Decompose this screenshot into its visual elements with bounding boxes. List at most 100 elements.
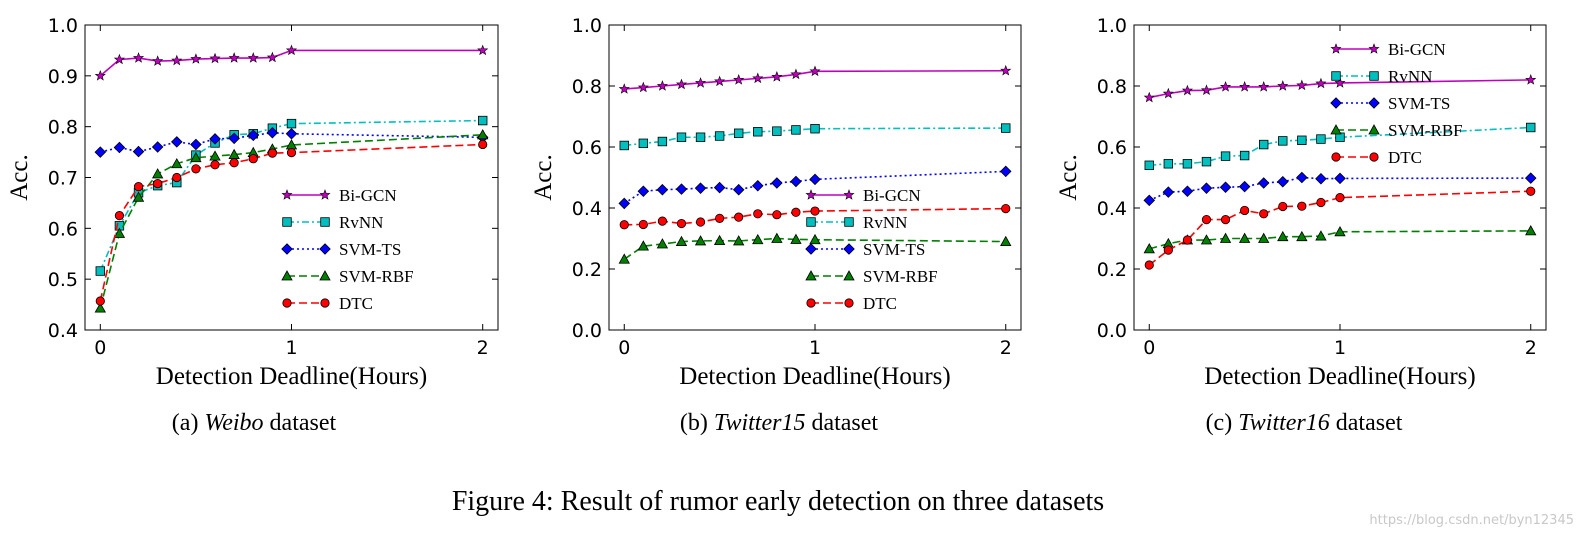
data-point [1335, 193, 1345, 203]
data-point [791, 125, 801, 135]
data-point [1296, 171, 1308, 184]
data-point [1238, 232, 1251, 243]
y-tick-label: 0.6 [1097, 137, 1127, 159]
legend-marker [1331, 71, 1341, 81]
data-point [1315, 172, 1327, 185]
data-point [732, 183, 745, 196]
series-svm-ts [618, 165, 1012, 210]
data-point [694, 77, 707, 88]
data-point [210, 160, 220, 170]
y-tick-label: 0.4 [572, 198, 602, 220]
data-point [810, 124, 820, 134]
data-point [1181, 84, 1193, 96]
data-point [171, 157, 183, 169]
legend-marker [281, 189, 293, 200]
legend-item-rvnn: RvNN [282, 213, 383, 232]
data-point [1277, 176, 1289, 188]
data-point [753, 209, 763, 219]
series-bi-gcn [618, 64, 1012, 94]
data-point [733, 235, 745, 246]
data-point [1316, 134, 1326, 144]
data-point [133, 182, 144, 192]
data-point [1162, 87, 1174, 99]
data-point [171, 136, 183, 148]
data-point [1144, 260, 1154, 270]
legend: Bi-GCN RvNN SVM-TS SVM-RBF DTC [1330, 40, 1463, 167]
data-point [734, 212, 744, 222]
y-tick-label: 0.8 [572, 76, 602, 98]
figure-caption: Figure 4: Result of rumor early detectio… [452, 486, 1104, 517]
data-point [676, 218, 687, 229]
data-point [752, 233, 764, 245]
data-point [1297, 201, 1307, 211]
data-point [1316, 197, 1326, 208]
legend-marker [320, 298, 330, 308]
data-point [752, 72, 764, 84]
data-point [752, 179, 764, 192]
data-point [1182, 159, 1193, 169]
legend-marker [281, 270, 293, 281]
series-bi-gcn [94, 44, 489, 81]
data-point [694, 182, 707, 194]
x-tick-label: 2 [1525, 337, 1537, 359]
data-point [132, 191, 145, 202]
y-tick-label: 1.0 [48, 15, 78, 37]
data-point [1277, 80, 1289, 91]
data-point [772, 126, 782, 136]
data-point [771, 232, 783, 243]
data-point [809, 173, 821, 186]
legend-item-bi-gcn: Bi-GCN [805, 186, 921, 205]
data-point [151, 168, 164, 179]
data-point [113, 141, 126, 154]
legend-label: SVM-TS [339, 240, 401, 259]
legend-marker [844, 217, 854, 227]
data-point [1526, 186, 1536, 196]
legend-label: RvNN [339, 213, 383, 232]
data-point [191, 164, 201, 174]
caption-prefix: (a) [172, 410, 205, 436]
data-point [266, 51, 278, 63]
data-point [190, 138, 202, 151]
series-rvnn [1144, 122, 1536, 171]
data-point [1315, 77, 1327, 89]
x-axis-label: Detection Deadline(Hours) [156, 363, 427, 390]
legend-label: DTC [339, 294, 373, 313]
legend-item-bi-gcn: Bi-GCN [1330, 40, 1446, 59]
data-point [478, 139, 488, 150]
data-point [1200, 182, 1213, 194]
data-point [94, 302, 106, 313]
legend-marker [1331, 152, 1341, 162]
data-point [619, 140, 629, 151]
data-point [477, 44, 489, 56]
legend-marker [1330, 43, 1342, 54]
data-point [286, 118, 297, 129]
caption-suffix: dataset [805, 410, 878, 436]
legend-label: Bi-GCN [339, 186, 397, 205]
legend-label: Bi-GCN [1388, 40, 1446, 59]
legend-marker [1330, 97, 1342, 109]
legend-label: SVM-RBF [1388, 121, 1463, 140]
data-point [1001, 204, 1011, 214]
data-point [286, 147, 297, 158]
legend-marker [805, 270, 817, 281]
data-point [95, 296, 105, 306]
data-point [1296, 230, 1308, 242]
x-tick-label: 2 [1000, 337, 1012, 359]
caption-suffix: dataset [264, 410, 337, 436]
data-point [247, 129, 260, 142]
data-point [153, 179, 163, 189]
data-point [132, 145, 145, 158]
data-point [715, 213, 725, 223]
data-point [1143, 243, 1155, 254]
series-svm-ts [94, 127, 489, 158]
legend: Bi-GCN RvNN SVM-TS SVM-RBF DTC [281, 186, 414, 313]
data-point [1259, 139, 1269, 150]
caption-dataset-name: Twitter15 [714, 410, 806, 436]
data-point [618, 253, 630, 264]
data-point [190, 151, 202, 163]
watermark-text: https://blog.csdn.net/byn12345 [1369, 513, 1574, 528]
y-tick-label: 0.6 [572, 137, 602, 159]
data-point [675, 235, 688, 246]
data-point [1143, 194, 1156, 207]
data-point [1257, 177, 1270, 189]
